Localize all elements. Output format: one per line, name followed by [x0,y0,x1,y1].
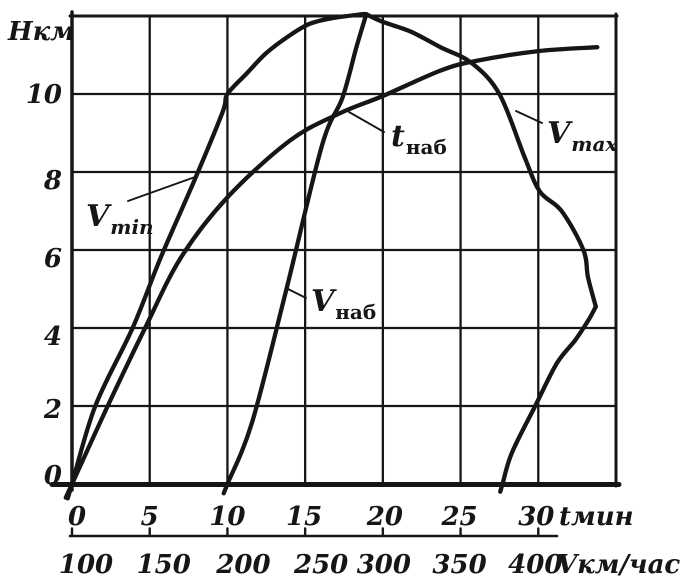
time-tick-label: 10 [209,502,245,532]
bottom-double-scale [68,527,559,538]
speed-tick-label: 250 [293,550,348,580]
time-axis-title: tмин [559,502,634,532]
vmin-label: Vmin [86,199,154,239]
vmax-label: Vmax [547,116,618,156]
vmin-leader-line [127,176,196,202]
time-tick-label: 25 [440,502,477,532]
grid [49,10,622,492]
time-tick-label: 5 [141,502,159,532]
vnab-leader-line [285,287,307,299]
tnab-leader-line [348,111,385,133]
y-tick-label: 0 [44,461,62,491]
vnab-label: Vнаб [311,284,376,324]
vmax-curve [498,304,598,494]
speed-tick-label: 150 [137,550,191,580]
time-tick-label: 20 [366,502,403,532]
y-tick-label: 8 [43,166,62,196]
y-tick-label: 2 [43,395,62,425]
speed-tick-label: 300 [357,550,411,580]
y-axis-title: Нкм [7,17,75,47]
y-tick-label: 10 [26,80,62,110]
vmax-leader-line [515,110,543,124]
time-tick-label: 30 [518,502,554,532]
y-tick-label: 4 [44,322,62,352]
speed-axis-title: Vкм/час [557,550,680,580]
vnab-curve [221,13,368,496]
speed-tick-label: 100 [59,550,113,580]
speed-tick-label: 400 [508,550,562,580]
time-tick-label: 15 [286,502,322,532]
tnab-label: tнаб [391,119,447,159]
speed-tick-label: 200 [215,550,270,580]
vmin-curve [65,11,367,501]
vmax-curve [363,11,598,309]
tnab-curve [63,45,600,500]
speed-tick-label: 350 [432,550,486,580]
time-tick-label: 0 [68,502,86,532]
curves [63,11,600,501]
y-tick-label: 6 [44,244,62,274]
